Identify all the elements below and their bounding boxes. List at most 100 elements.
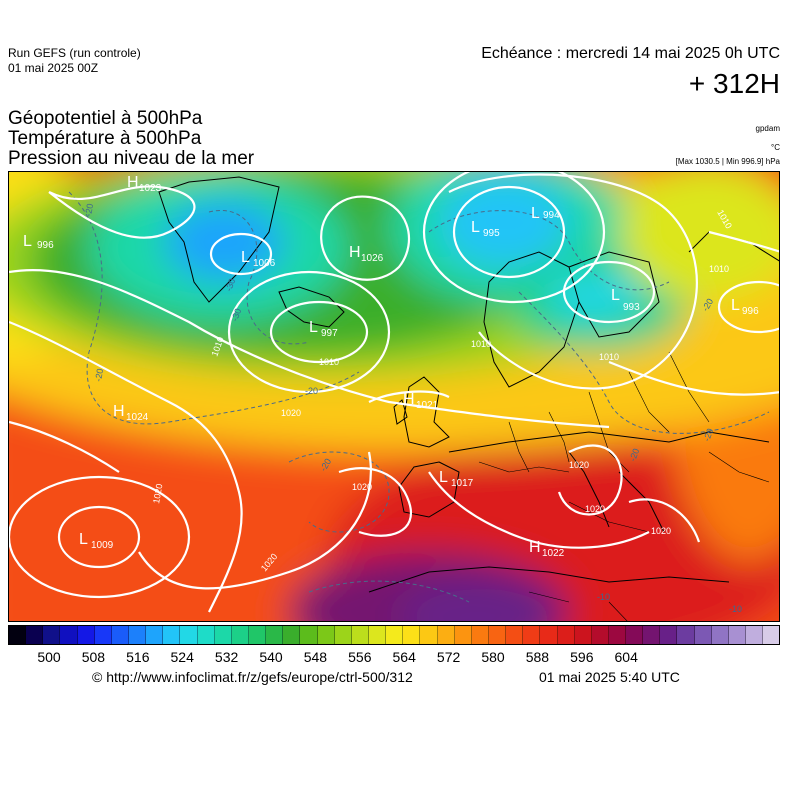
temperature-label: -20 [93, 368, 105, 383]
svg-text:1021: 1021 [416, 400, 439, 411]
svg-text:996: 996 [742, 306, 759, 317]
colorbar-swatch [660, 626, 678, 644]
colorbar-swatch [214, 626, 232, 644]
colorbar-swatch [454, 626, 472, 644]
colorbar-swatch [711, 626, 729, 644]
colorbar-tick-label: 596 [570, 649, 594, 665]
svg-text:995: 995 [483, 228, 500, 239]
svg-text:L: L [611, 287, 620, 304]
colorbar-swatch [111, 626, 129, 644]
colorbar-tick-label: 588 [525, 649, 550, 665]
unit-pressure-range: [Max 1030.5 | Min 996.9] hPa [675, 157, 780, 166]
colorbar-swatch [351, 626, 369, 644]
svg-text:L: L [79, 531, 88, 548]
colorbar-swatch [728, 626, 747, 644]
colorbar-tick-label: 524 [170, 649, 194, 665]
svg-text:H: H [403, 391, 415, 408]
pressure-center-low: L 1009 [79, 531, 114, 551]
colorbar-swatch [694, 626, 712, 644]
pressure-center-low: L 996 [731, 297, 759, 317]
isobar-label: 1020 [569, 460, 589, 470]
colorbar-swatch [26, 626, 44, 644]
isobar-label: 1020 [281, 408, 301, 418]
colorbar-swatch [386, 626, 404, 644]
colorbar-tick-label: 532 [214, 649, 239, 665]
generation-time: 01 mai 2025 5:40 UTC [539, 669, 680, 685]
colorbar-tick-label: 604 [614, 649, 638, 665]
svg-text:L: L [23, 233, 32, 250]
svg-text:1006: 1006 [253, 258, 276, 269]
temperature-label: -30 [229, 307, 243, 323]
isobar-label: 1010 [599, 352, 619, 362]
colorbar-swatch [9, 626, 27, 644]
pressure-center-low: L 1017 [439, 469, 474, 489]
svg-text:L: L [439, 469, 448, 486]
isobar-label: 1010 [709, 264, 729, 274]
colorbar-tick-label: 540 [259, 649, 283, 665]
colorbar-tick-label: 580 [481, 649, 505, 665]
svg-text:L: L [241, 249, 250, 266]
svg-text:1022: 1022 [542, 548, 565, 559]
temperature-label: -20 [627, 447, 641, 463]
pressure-center-high: H 1023 [127, 174, 162, 194]
isobar-label: 1020 [151, 483, 164, 504]
colorbar-swatch [540, 626, 558, 644]
svg-text:994: 994 [543, 210, 560, 221]
svg-text:1017: 1017 [451, 478, 474, 489]
run-date: 01 mai 2025 00Z [8, 61, 99, 75]
temperature-isotherms [68, 191, 770, 603]
colorbar-tick-label: 508 [81, 649, 106, 665]
temperature-label: -30 [223, 277, 237, 293]
unit-geopotential: gpdam [755, 124, 780, 133]
colorbar-swatch [506, 626, 524, 644]
svg-text:997: 997 [321, 328, 338, 339]
forecast-lead-time: + 312H [688, 68, 780, 99]
colorbar-swatch [763, 626, 780, 644]
source-credit: © http://www.infoclimat.fr/z/gefs/europe… [92, 669, 413, 685]
run-title: Run GEFS (run controle) [8, 46, 141, 60]
isobar-label: 1020 [585, 504, 605, 514]
colorbar-swatch [608, 626, 627, 644]
pressure-center-low: L 1006 [241, 249, 276, 269]
colorbar-swatch [317, 626, 335, 644]
colorbar-swatch [128, 626, 147, 644]
colorbar-swatch [77, 626, 95, 644]
colorbar-swatch [283, 626, 301, 644]
colorbar-swatch [626, 626, 644, 644]
parameter-temperature: Température à 500hPa [8, 128, 202, 149]
colorbar-swatch [300, 626, 318, 644]
colorbar-swatch [488, 626, 507, 644]
temperature-label: -10 [729, 604, 742, 614]
parameter-geopotential: Géopotentiel à 500hPa [8, 108, 203, 129]
svg-text:1023: 1023 [139, 183, 162, 194]
temperature-label: -20 [701, 427, 715, 443]
geopotential-colorbar [8, 625, 780, 645]
isobar-label: 1020 [651, 526, 671, 536]
colorbar-tick-label: 564 [392, 649, 416, 665]
colorbar-swatch [231, 626, 249, 644]
temperature-label: -20 [83, 203, 95, 218]
colorbar-tick-labels: 500 508 516 524 532 540 548 556 564 572 580 588 596 6… [0, 649, 788, 667]
svg-text:H: H [529, 539, 541, 556]
colorbar-tick-label: 500 [37, 649, 61, 665]
isobar-label: 1010 [319, 357, 339, 367]
svg-text:993: 993 [623, 302, 640, 313]
colorbar-swatch [591, 626, 609, 644]
svg-text:H: H [113, 403, 125, 420]
svg-text:H: H [127, 174, 139, 191]
geopotential-field [9, 172, 779, 621]
pressure-center-low: L 995 [471, 219, 500, 239]
svg-text:L: L [309, 319, 318, 336]
svg-text:996: 996 [37, 240, 54, 251]
parameter-pressure: Pression au niveau de la mer [8, 148, 255, 169]
colorbar-swatch [266, 626, 284, 644]
colorbar-swatch [403, 626, 421, 644]
svg-text:H: H [349, 244, 361, 261]
svg-text:1024: 1024 [126, 412, 149, 423]
isobar-label: 1020 [352, 482, 372, 492]
colorbar-swatch [180, 626, 198, 644]
borders [478, 351, 770, 621]
colorbar-swatch [677, 626, 695, 644]
